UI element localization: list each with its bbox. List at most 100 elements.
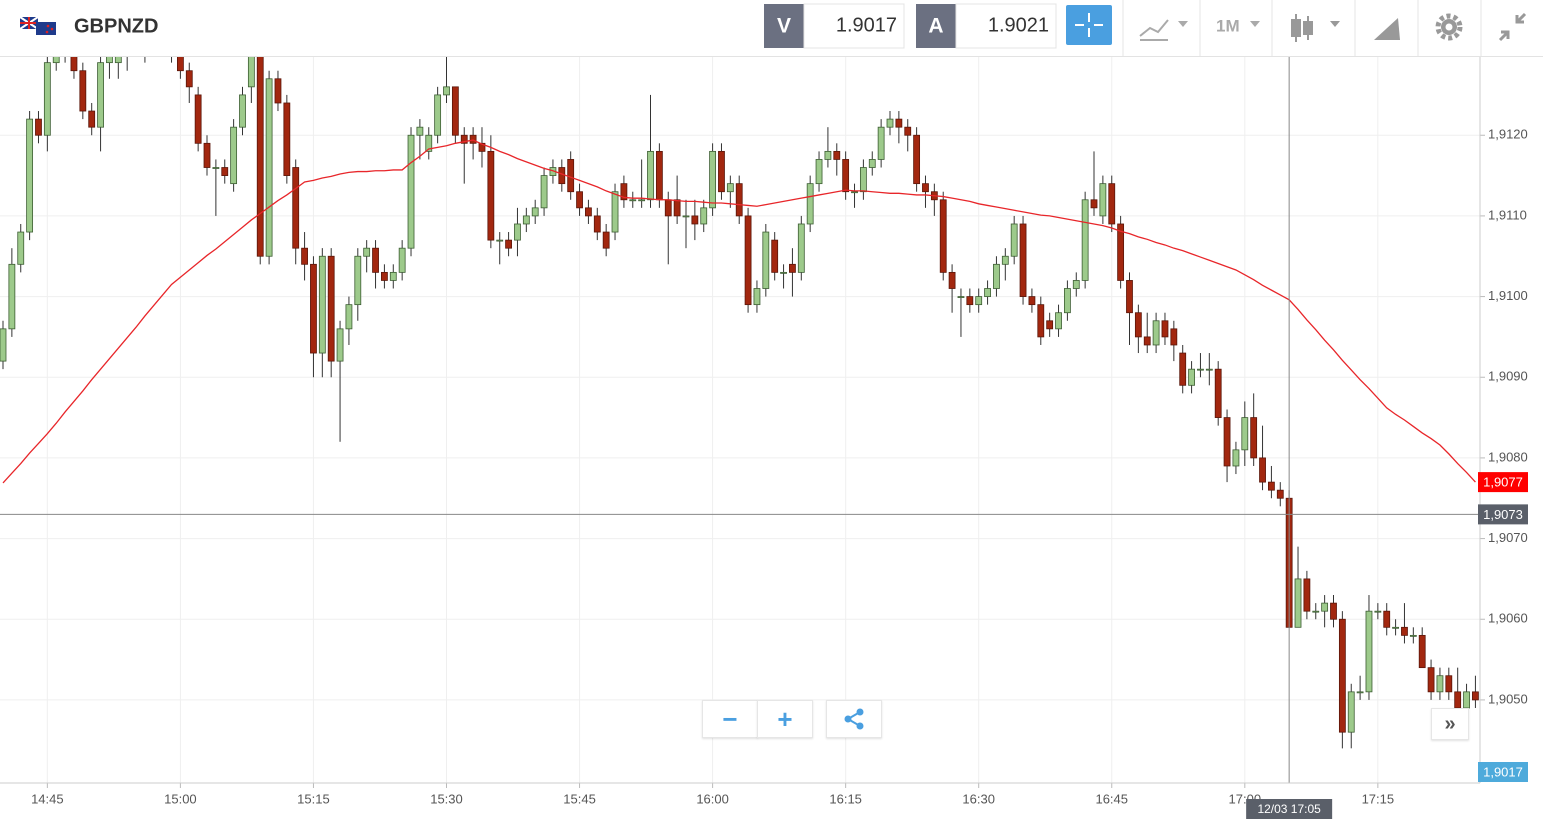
x-tick-label: 14:45 <box>31 791 64 806</box>
candle-body <box>239 94 246 128</box>
candle-body <box>407 134 415 249</box>
candle-body <box>1134 312 1142 338</box>
candle-body <box>1330 602 1337 620</box>
candle-body <box>1205 368 1213 371</box>
candle-body <box>762 231 770 289</box>
candle-body <box>984 288 991 297</box>
candle-body <box>629 199 637 202</box>
y-tick-label: 1,9070 <box>1488 530 1528 545</box>
candle-body <box>1214 368 1222 418</box>
candle-body <box>691 215 699 225</box>
candle-body <box>1188 368 1195 386</box>
candle-body <box>1463 691 1470 709</box>
candle-body <box>1001 255 1009 265</box>
candle-body <box>310 263 317 354</box>
candle-body <box>221 167 229 176</box>
share-button[interactable] <box>826 700 882 738</box>
timeframe[interactable]: 1M <box>1216 16 1240 35</box>
candle-body <box>1090 199 1098 209</box>
candle-body <box>638 199 646 202</box>
drawing-tools-button[interactable] <box>1374 18 1400 40</box>
candle-body <box>753 288 761 306</box>
candle-body <box>35 118 42 136</box>
candle-body <box>292 167 300 249</box>
candle-body <box>1197 368 1204 371</box>
price-marker-box <box>1478 762 1528 782</box>
candle-body <box>522 215 530 225</box>
candle-body <box>1294 578 1302 628</box>
candle-body <box>735 183 743 217</box>
candle-body <box>372 247 379 273</box>
candle-body <box>336 328 344 362</box>
x-tick-label: 16:45 <box>1095 791 1128 806</box>
crosshair-button[interactable] <box>1066 5 1112 45</box>
candle-body <box>789 263 796 273</box>
candle-style-button[interactable] <box>1291 14 1340 42</box>
crosshair-time-label: 12/03 17:05 <box>1257 802 1321 816</box>
y-tick-label: 1,9120 <box>1488 127 1528 142</box>
candle-body <box>451 86 459 136</box>
candle-body <box>922 183 929 193</box>
candle-body <box>505 239 512 249</box>
candle-body <box>1347 691 1355 733</box>
ask-badge[interactable] <box>916 4 956 48</box>
candle-body <box>274 78 282 104</box>
bid-box[interactable] <box>803 3 905 49</box>
candle-body <box>859 167 867 193</box>
zoom-out-button[interactable]: − <box>702 700 758 738</box>
candle-body <box>203 142 211 168</box>
symbol: GBPNZD <box>74 15 158 37</box>
candle-body <box>540 175 548 209</box>
candle-body <box>354 255 362 306</box>
candle-body <box>176 57 184 72</box>
candle-body <box>1223 417 1231 467</box>
candle-body <box>1356 691 1364 694</box>
candle-body <box>97 62 104 128</box>
candle-body <box>496 239 504 242</box>
toolbar: GBPNZD V 1.9017 A 1.9021 1M <box>0 0 1543 57</box>
candle-body <box>1055 312 1062 330</box>
candle-body <box>363 247 371 257</box>
candle-body <box>1374 610 1382 613</box>
candle-body <box>1259 457 1266 483</box>
candle-body <box>744 215 752 306</box>
x-tick-label: 16:00 <box>696 791 729 806</box>
scroll-right-button[interactable]: » <box>1431 708 1469 740</box>
candle-body <box>957 296 965 298</box>
candle-body <box>682 215 690 218</box>
candle-body <box>709 150 716 209</box>
candle-body <box>1427 667 1435 693</box>
candle-body <box>567 159 575 193</box>
settings-button[interactable] <box>1435 13 1463 41</box>
candle-body <box>389 271 397 281</box>
candle-body <box>230 126 238 185</box>
y-tick-label: 1,9090 <box>1488 369 1528 384</box>
candle-body <box>877 126 885 160</box>
candle-body <box>1445 675 1453 693</box>
zoom-in-button[interactable]: + <box>757 700 813 738</box>
candle-body <box>88 110 96 128</box>
candle-body <box>1418 634 1426 669</box>
candle-body <box>611 191 619 233</box>
ask-box[interactable] <box>955 3 1057 49</box>
candle-body <box>194 94 202 144</box>
candle-body <box>1108 183 1116 225</box>
bid-badge[interactable] <box>764 4 804 48</box>
candle-body <box>833 150 841 160</box>
candle-body <box>797 223 805 273</box>
candle-body <box>52 57 60 64</box>
crosshair-price-box <box>1478 504 1528 525</box>
candle-body <box>1312 610 1320 613</box>
chart-type-button[interactable] <box>1139 19 1188 41</box>
plot-area <box>0 57 1480 783</box>
candle-body <box>1064 288 1071 314</box>
candle-body <box>1409 634 1417 637</box>
candle-body <box>1037 304 1045 338</box>
candle-body <box>664 199 672 217</box>
collapse-button[interactable] <box>1498 12 1527 42</box>
candle-body <box>398 247 406 273</box>
candle-body <box>1161 320 1169 338</box>
candle-body <box>1117 223 1125 281</box>
